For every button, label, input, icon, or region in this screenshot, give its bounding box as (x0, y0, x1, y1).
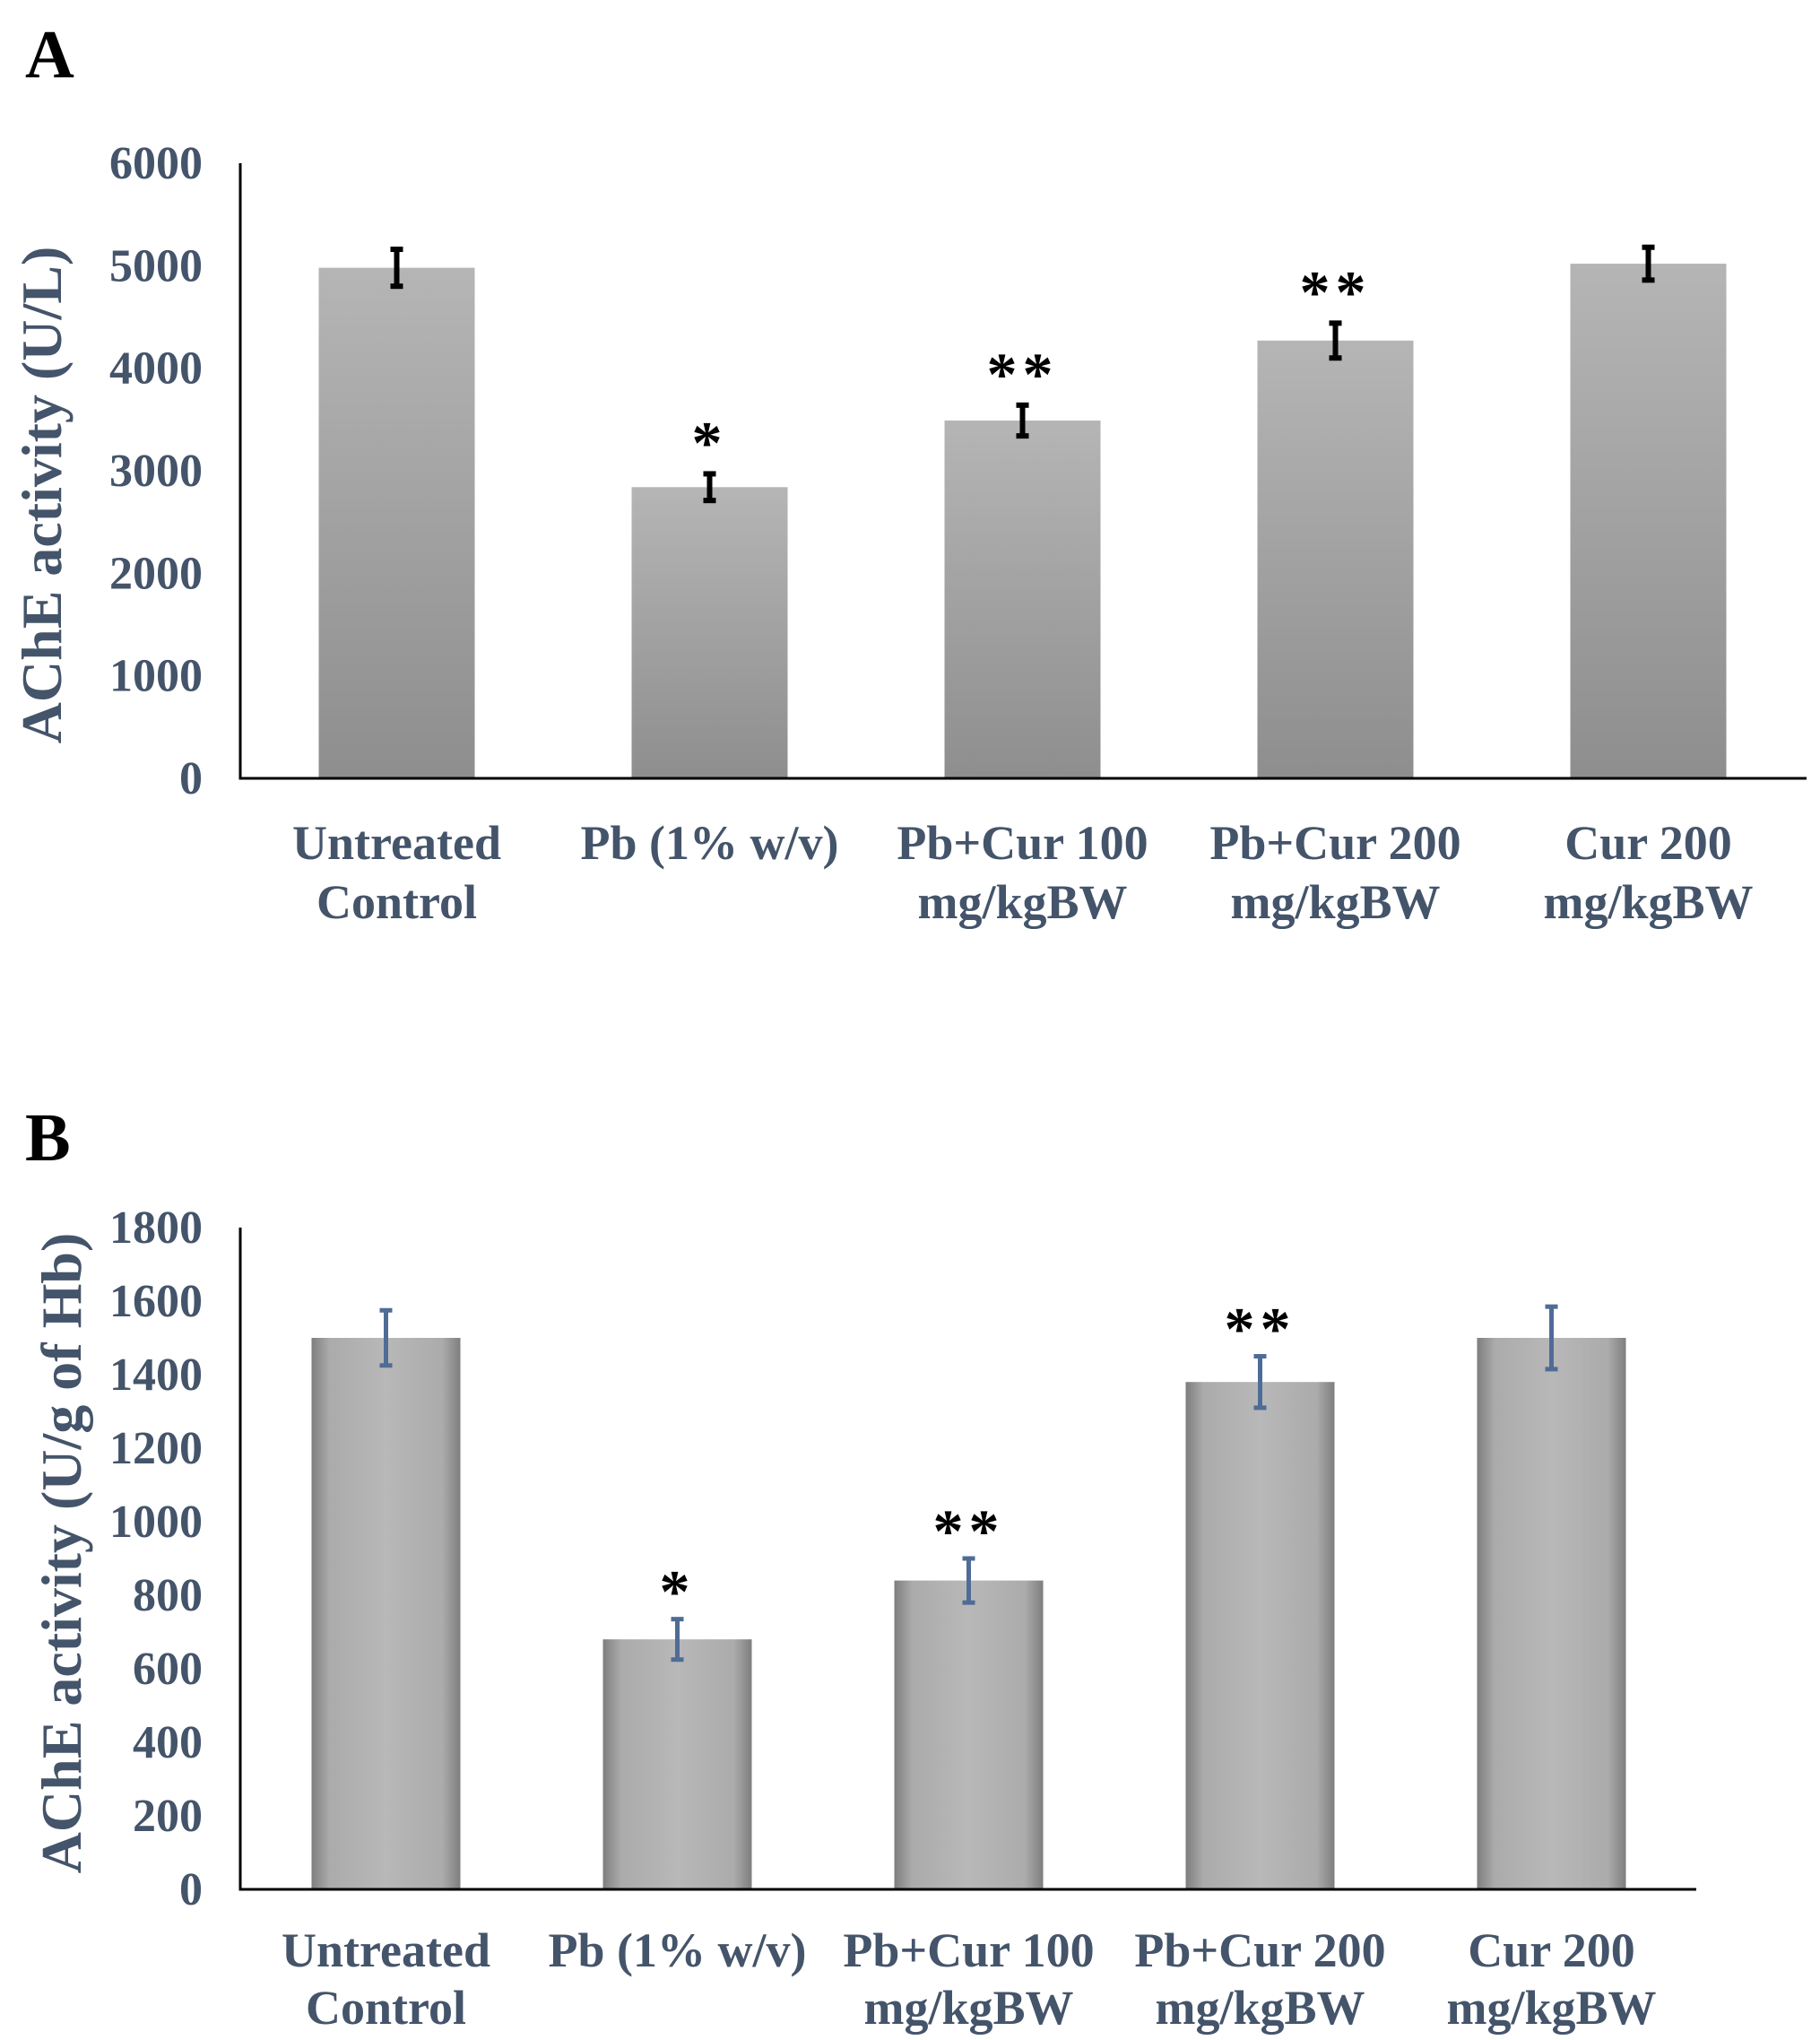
significance-marker-a-3: ** (1300, 257, 1372, 326)
category-label-b-3: Pb+Cur 200 mg/kgBW (1134, 1923, 1385, 2035)
y-tick-label-b: 600 (133, 1644, 203, 1695)
y-tick-label-b: 1200 (109, 1423, 203, 1474)
y-tick-label-b: 400 (133, 1717, 203, 1768)
error-bar-a-2 (1016, 402, 1029, 439)
panel-label-a: A (25, 17, 74, 92)
error-bar-b-1 (671, 1617, 684, 1662)
bar-b-0 (311, 1338, 461, 1889)
category-label-a-1: Pb (1% w/v) (581, 816, 839, 870)
significance-marker-b-2: ** (933, 1497, 1005, 1565)
bar-a-1 (631, 487, 788, 778)
y-tick-label-a: 6000 (109, 138, 203, 189)
y-tick-label-b: 800 (133, 1570, 203, 1621)
error-bar-a-4 (1642, 244, 1655, 283)
significance-marker-b-1: * (660, 1558, 696, 1626)
bar-b-3 (1185, 1382, 1335, 1889)
error-bar-b-2 (962, 1556, 975, 1605)
bar-b-4 (1477, 1338, 1626, 1889)
y-tick-label-b: 0 (179, 1864, 203, 1915)
y-tick-label-b: 1600 (109, 1276, 203, 1327)
error-bar-b-0 (379, 1307, 393, 1368)
y-tick-label-a: 0 (179, 753, 203, 804)
bar-a-0 (318, 267, 475, 778)
y-tick-label-a: 1000 (109, 651, 203, 702)
category-label-b-0: Untreated Control (282, 1923, 490, 2035)
bar-a-2 (944, 420, 1101, 778)
y-tick-label-a: 5000 (109, 240, 203, 291)
panel-label-b: B (25, 1100, 71, 1176)
error-bar-b-3 (1253, 1354, 1267, 1411)
chart-b: AChE activity (U/g of Hb) 0 200 400 600 800 10… (30, 1202, 1696, 2035)
y-tick-label-b: 200 (133, 1791, 203, 1842)
category-label-a-4: Cur 200 mg/kgBW (1543, 816, 1753, 929)
bar-b-1 (602, 1639, 752, 1889)
category-label-b-2: Pb+Cur 100 mg/kgBW (843, 1923, 1094, 2035)
y-tick-label-a: 2000 (109, 548, 203, 599)
y-tick-label-b: 1000 (109, 1497, 203, 1548)
bar-b-2 (894, 1580, 1044, 1889)
bar-a-4 (1570, 264, 1727, 779)
chart-a: AChE activity (U/L) 0 1000 2000 3000 4000 5000… (10, 138, 1807, 929)
error-bar-a-0 (390, 247, 403, 290)
error-bar-a-1 (703, 471, 716, 504)
category-label-b-4: Cur 200 mg/kgBW (1446, 1923, 1656, 2035)
category-label-a-3: Pb+Cur 200 mg/kgBW (1209, 816, 1460, 929)
significance-marker-a-1: * (692, 408, 728, 476)
y-tick-label-a: 3000 (109, 446, 203, 497)
error-bar-b-4 (1545, 1304, 1558, 1372)
y-axis-title-b: AChE activity (U/g of Hb) (30, 1233, 93, 1874)
category-label-a-2: Pb+Cur 100 mg/kgBW (897, 816, 1148, 929)
significance-marker-a-2: ** (987, 340, 1059, 408)
y-tick-label-b: 1400 (109, 1350, 203, 1401)
significance-marker-b-3: ** (1225, 1295, 1296, 1363)
y-axis-title-a: AChE activity (U/L) (10, 247, 74, 744)
error-bar-a-3 (1329, 320, 1342, 361)
y-tick-label-b: 1800 (109, 1202, 203, 1254)
y-tick-label-a: 4000 (109, 343, 203, 395)
category-label-b-1: Pb (1% w/v) (549, 1923, 807, 1977)
bar-a-3 (1257, 340, 1414, 778)
category-label-a-0: Untreated Control (292, 816, 501, 929)
